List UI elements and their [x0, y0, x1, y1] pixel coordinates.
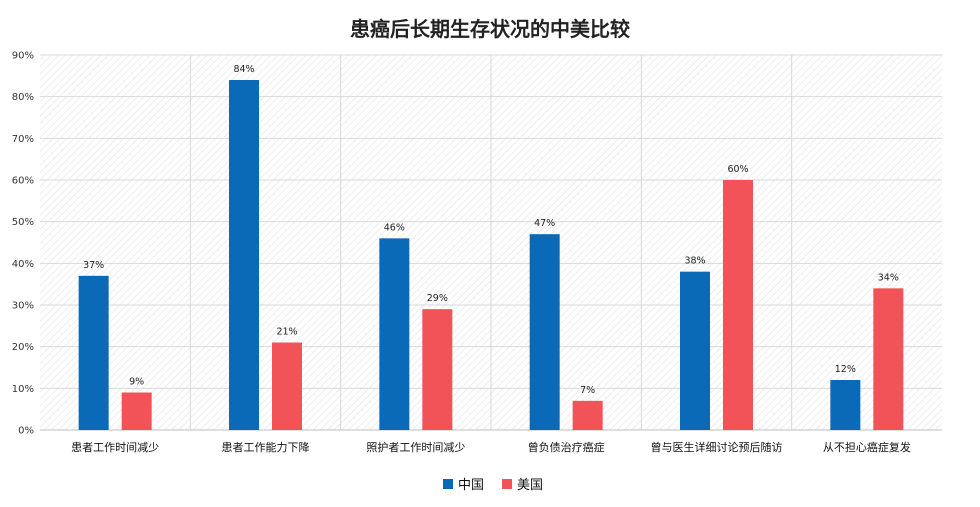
bar-usa: [422, 309, 453, 430]
data-label: 12%: [835, 364, 856, 375]
y-tick-label: 20%: [12, 342, 34, 353]
x-tick-label: 照护者工作时间减少: [366, 440, 465, 454]
data-label: 60%: [727, 164, 748, 175]
y-tick-label: 40%: [12, 259, 34, 270]
legend-label: 美国: [517, 478, 543, 493]
data-label: 46%: [384, 222, 405, 233]
x-tick-label: 从不担心癌症复发: [823, 440, 911, 454]
bar-china: [78, 275, 109, 430]
bar-china: [529, 234, 560, 430]
bar-usa: [121, 392, 152, 430]
legend: 中国 美国: [443, 478, 543, 493]
x-tick-label: 患者工作时间减少: [71, 441, 159, 454]
data-label: 7%: [580, 385, 595, 396]
bar-usa: [723, 180, 753, 430]
x-tick-label: 曾负债治疗癌症: [528, 440, 605, 454]
bar-china: [379, 238, 410, 430]
bar-china: [830, 380, 861, 430]
y-tick-label: 80%: [12, 92, 34, 103]
y-tick-label: 10%: [12, 384, 34, 395]
data-label: 34%: [878, 272, 899, 283]
data-label: 47%: [534, 218, 555, 229]
data-label: 37%: [83, 260, 104, 271]
bar-usa: [873, 288, 904, 430]
legend-label: 中国: [458, 478, 484, 493]
y-tick-label: 70%: [12, 134, 34, 145]
data-label: 9%: [129, 377, 144, 388]
y-tick-label: 0%: [18, 426, 34, 437]
data-label: 38%: [684, 256, 705, 267]
plot-area: 0% 10% 20% 30% 40% 50% 60% 70% 80% 90% 37% 9% 患者工作时间…: [12, 51, 942, 454]
y-tick-label: 60%: [12, 176, 34, 187]
legend-swatch: [502, 479, 512, 489]
bar-usa: [272, 342, 302, 430]
x-tick-label: 曾与医生详细讨论预后随访: [651, 440, 783, 454]
data-label: 84%: [233, 64, 254, 75]
data-label: 21%: [276, 327, 297, 338]
x-tick-label: 患者工作能力下降: [222, 440, 310, 454]
chart-title: 患癌后长期生存状况的中美比较: [350, 17, 630, 41]
legend-swatch: [443, 479, 453, 489]
bar-china: [680, 271, 710, 430]
bar-china: [229, 80, 259, 430]
y-tick-label: 50%: [12, 217, 34, 228]
y-tick-label: 30%: [12, 301, 34, 312]
y-tick-label: 90%: [12, 51, 34, 62]
bar-usa: [572, 400, 603, 430]
data-label: 29%: [427, 293, 448, 304]
